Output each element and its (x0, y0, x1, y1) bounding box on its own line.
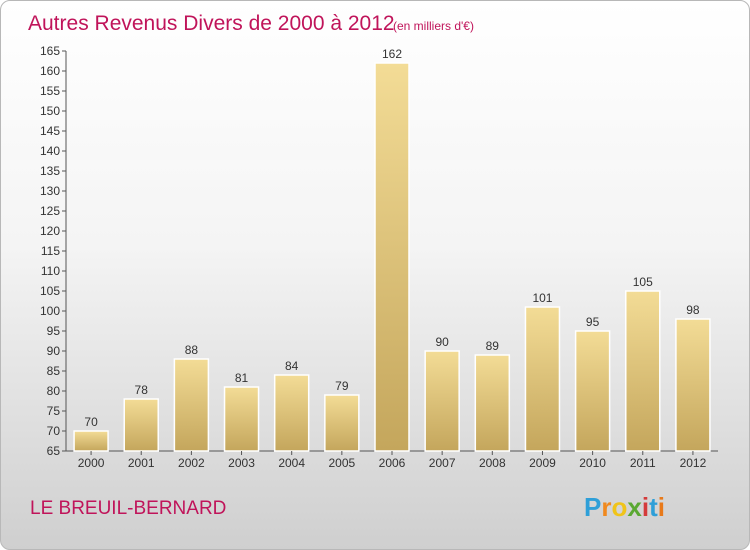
chart-subtitle: (en milliers d'€) (393, 19, 474, 33)
y-tick-label: 135 (40, 164, 60, 178)
x-tick-label: 2012 (680, 456, 707, 470)
y-tick-label: 95 (47, 324, 61, 338)
y-tick-label: 130 (40, 184, 60, 198)
x-tick-label: 2001 (128, 456, 155, 470)
bar (424, 350, 460, 452)
y-tick-label: 90 (47, 344, 61, 358)
location-label: LE BREUIL-BERNARD (30, 498, 226, 519)
bar (574, 330, 611, 452)
data-label: 105 (633, 275, 653, 289)
y-tick-label: 75 (47, 404, 61, 418)
y-tick-label: 115 (41, 244, 60, 258)
x-tick-label: 2011 (630, 456, 656, 470)
data-label: 89 (486, 339, 500, 353)
x-tick-label: 2000 (78, 456, 105, 470)
proxiti-logo[interactable]: Proxiti (584, 492, 665, 522)
data-label: 78 (135, 383, 149, 397)
bar (223, 386, 260, 452)
bar (324, 394, 360, 452)
y-tick-label: 145 (40, 124, 60, 138)
y-tick-label: 155 (40, 84, 60, 98)
y-tick-label: 140 (40, 144, 60, 158)
y-tick-label: 80 (47, 384, 61, 398)
data-label: 79 (335, 379, 349, 393)
data-label: 98 (686, 303, 700, 317)
x-tick-label: 2009 (529, 456, 556, 470)
bar (625, 290, 661, 452)
bar (123, 398, 159, 452)
x-tick-label: 2006 (379, 456, 406, 470)
x-tick-label: 2002 (178, 456, 205, 470)
y-tick-label: 160 (40, 64, 60, 78)
bar (374, 62, 410, 452)
x-tick-label: 2008 (479, 456, 506, 470)
bar (524, 306, 561, 452)
y-tick-label: 100 (40, 304, 60, 318)
data-label: 90 (435, 335, 449, 349)
x-tick-label: 2005 (328, 456, 355, 470)
bar (73, 430, 109, 452)
chart-title: Autres Revenus Divers de 2000 à 2012 (28, 12, 395, 35)
x-axis-ticks: 2000 2001 2002 2003 2004 2005 2006 2007 2008 2009… (78, 451, 707, 470)
y-axis-ticks: 65 70 75 80 85 90 95 100 105 110 115 120 125 130 135 14… (40, 44, 66, 458)
y-tick-label: 85 (47, 364, 61, 378)
data-label: 101 (532, 291, 552, 305)
bars (73, 62, 711, 452)
y-tick-label: 125 (40, 204, 60, 218)
data-labels: 70 78 88 81 84 79 162 90 89 101 95 105 98 (84, 47, 700, 429)
bar (474, 354, 511, 452)
bar (173, 358, 210, 452)
y-tick-label: 165 (40, 44, 60, 58)
data-label: 81 (235, 371, 249, 385)
x-tick-label: 2003 (228, 456, 255, 470)
x-tick-label: 2010 (579, 456, 606, 470)
bar (675, 318, 711, 452)
y-tick-label: 70 (47, 424, 61, 438)
bar (273, 374, 310, 452)
y-tick-label: 120 (40, 224, 60, 238)
data-label: 70 (84, 415, 98, 429)
y-tick-label: 105 (40, 284, 60, 298)
data-label: 95 (586, 315, 600, 329)
y-tick-label: 110 (41, 264, 60, 278)
data-label: 84 (285, 359, 299, 373)
y-tick-label: 65 (47, 444, 61, 458)
x-tick-label: 2007 (429, 456, 456, 470)
x-tick-label: 2004 (278, 456, 305, 470)
data-label: 162 (382, 47, 402, 61)
y-tick-label: 150 (40, 104, 60, 118)
data-label: 88 (185, 343, 199, 357)
